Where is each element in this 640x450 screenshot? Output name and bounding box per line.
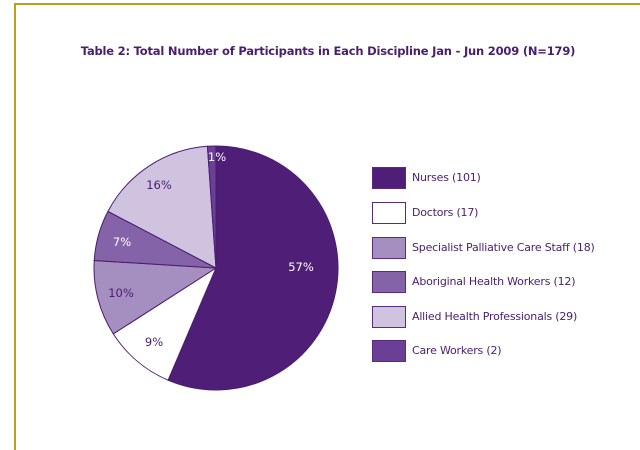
legend-swatch-allied-health-professionals <box>372 306 406 328</box>
legend-item-specialist-palliative-care-staff: Specialist Palliative Care Staff (18) <box>372 237 632 259</box>
pie-slice-2 <box>93 259 218 335</box>
legend-swatch-specialist-palliative-care-staff <box>372 237 406 259</box>
legend-label-nurses: Nurses (101) <box>412 171 481 184</box>
legend-label-allied-health-professionals: Allied Health Professionals (29) <box>412 310 578 323</box>
pie-slice-5 <box>206 145 217 269</box>
pie-slice-label-3: 7% <box>113 235 131 249</box>
pie-slice-label-5: 1% <box>208 150 226 164</box>
pie-slices <box>93 145 339 391</box>
legend-swatch-aboriginal-health-workers <box>372 271 406 293</box>
legend-swatch-care-workers <box>372 340 406 362</box>
legend-item-allied-health-professionals: Allied Health Professionals (29) <box>372 306 632 328</box>
legend-label-care-workers: Care Workers (2) <box>412 344 502 357</box>
pie-slice-label-0: 57% <box>288 260 314 274</box>
legend-label-aboriginal-health-workers: Aboriginal Health Workers (12) <box>412 275 576 288</box>
frame-border-left <box>14 3 16 450</box>
legend-label-doctors: Doctors (17) <box>412 206 479 219</box>
legend-item-aboriginal-health-workers: Aboriginal Health Workers (12) <box>372 271 632 293</box>
pie-slice-label-2: 10% <box>108 286 134 300</box>
legend-swatch-doctors <box>372 202 406 224</box>
frame-border-top <box>14 3 640 5</box>
pie-slice-label-4: 16% <box>146 178 172 192</box>
pie-slice-label-1: 9% <box>145 335 163 349</box>
legend-item-nurses: Nurses (101) <box>372 167 632 189</box>
legend-item-doctors: Doctors (17) <box>372 202 632 224</box>
legend-swatch-nurses <box>372 167 406 189</box>
chart-title: Table 2: Total Number of Participants in… <box>80 44 576 58</box>
pie-slice-4 <box>107 145 217 269</box>
legend-item-care-workers: Care Workers (2) <box>372 340 632 362</box>
pie-slice-labels: 57% 9% 10% 7% 16% 1% <box>108 150 314 349</box>
pie-slice-0 <box>167 145 339 391</box>
legend-label-specialist-palliative-care-staff: Specialist Palliative Care Staff (18) <box>412 241 595 254</box>
